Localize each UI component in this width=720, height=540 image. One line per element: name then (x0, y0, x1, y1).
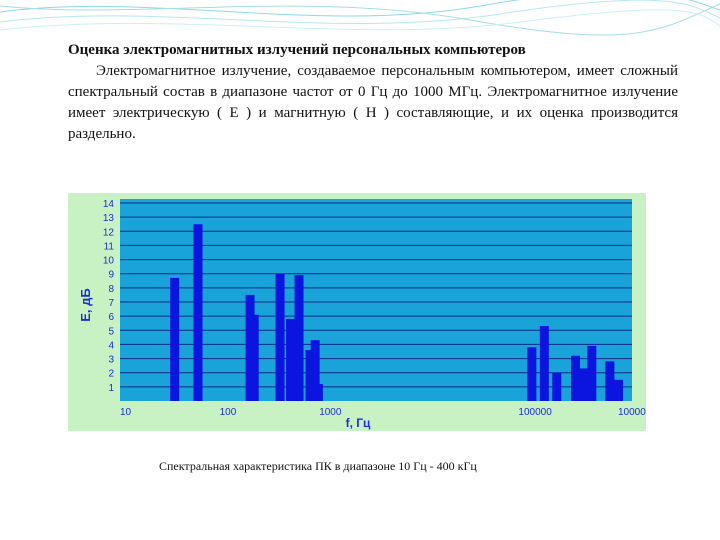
slide-heading: Оценка электромагнитных излучений персон… (68, 42, 526, 58)
y-tick-label: 1 (108, 383, 114, 394)
bar (552, 372, 562, 401)
bar (539, 326, 549, 401)
bar (305, 350, 315, 401)
bar (587, 345, 597, 401)
y-tick-label: 4 (108, 340, 114, 351)
slide-paragraph: Электромагнитное излучение, создаваемое … (68, 63, 678, 142)
y-tick-label: 7 (108, 298, 114, 309)
x-axis-label: f, Гц (346, 416, 371, 430)
y-tick-label: 3 (108, 355, 114, 366)
y-tick-label: 13 (103, 213, 115, 224)
bar (527, 347, 537, 401)
y-tick-label: 5 (108, 326, 114, 337)
chart-frame: 1 2 3 4 5 6 7 8 9 10 11 12 13 14 10 100 1000 100000 10000… (68, 193, 657, 431)
x-tick-label: 10 (120, 407, 132, 418)
bar (170, 277, 180, 401)
bar (294, 275, 304, 401)
bar (313, 384, 323, 401)
x-tick-label: 100 (220, 407, 237, 418)
bar (579, 368, 589, 401)
bar (193, 224, 203, 401)
bar (614, 379, 623, 401)
y-axis-label: E, дБ (78, 288, 93, 322)
y-tick-label: 9 (108, 270, 114, 281)
x-tick-label: 1000000 (618, 407, 646, 418)
bar (286, 318, 296, 401)
bar (605, 361, 615, 401)
x-tick-label: 100000 (518, 407, 552, 418)
y-tick-label: 2 (108, 369, 114, 380)
bar (275, 273, 285, 401)
y-tick-label: 12 (103, 227, 115, 238)
y-tick-label: 14 (103, 199, 115, 210)
bar (570, 355, 580, 401)
y-tick-label: 6 (108, 312, 114, 323)
bar (249, 314, 259, 401)
y-tick-label: 10 (103, 256, 115, 267)
x-tick-label: 1000 (319, 407, 342, 418)
decorative-header-graphic (0, 0, 720, 36)
bar (310, 340, 320, 401)
y-tick-label: 11 (104, 241, 115, 252)
slide-text: Оценка электромагнитных излучений персон… (68, 40, 678, 145)
chart-caption: Спектральная характеристика ПК в диапазо… (159, 459, 477, 473)
y-tick-label: 8 (108, 284, 114, 295)
